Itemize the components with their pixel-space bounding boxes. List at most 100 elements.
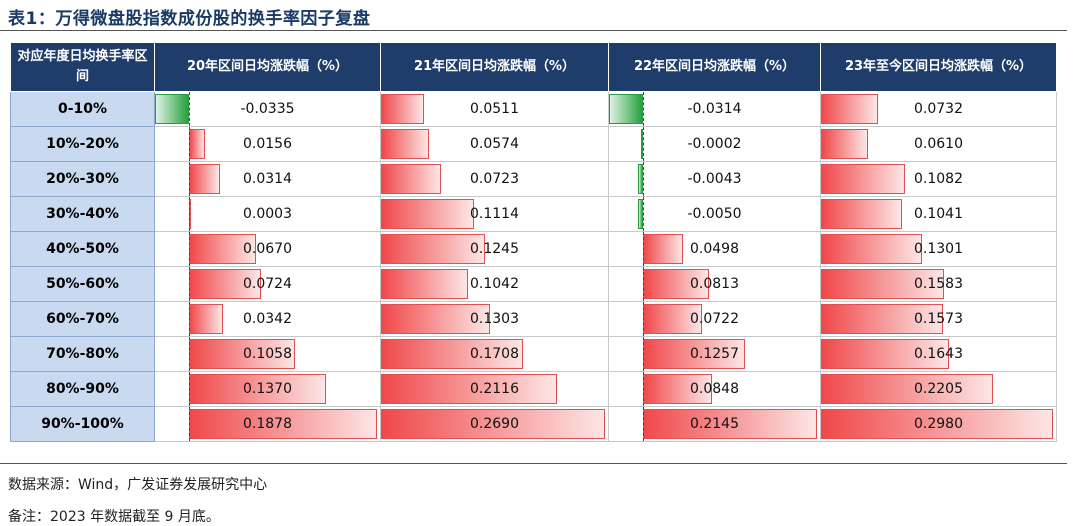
value-label: 0.1708 bbox=[470, 346, 519, 362]
value-cell: 0.0848 bbox=[608, 371, 821, 407]
value-cell: 0.2145 bbox=[608, 406, 821, 442]
zero-axis-line bbox=[643, 372, 644, 406]
value-bar bbox=[189, 269, 262, 299]
value-cell: 0.0670 bbox=[154, 231, 381, 267]
value-bar bbox=[821, 409, 1053, 439]
value-label: 0.0722 bbox=[690, 311, 739, 327]
zero-axis-line bbox=[189, 407, 190, 441]
zero-axis-line bbox=[189, 197, 190, 231]
table-row: 50%-60% 0.0724 0.1042 0.0813 0.1583 bbox=[10, 266, 1057, 302]
zero-axis-line bbox=[643, 407, 644, 441]
value-bar bbox=[381, 164, 442, 194]
value-label: -0.0002 bbox=[687, 136, 742, 152]
value-cell: 0.1573 bbox=[820, 301, 1057, 337]
value-label: 0.0511 bbox=[470, 101, 519, 117]
zero-axis-line bbox=[189, 302, 190, 336]
value-cell: -0.0043 bbox=[608, 161, 821, 197]
value-cell: 0.1708 bbox=[380, 336, 609, 372]
value-bar bbox=[643, 304, 702, 334]
value-cell: 0.2116 bbox=[380, 371, 609, 407]
value-label: 0.1114 bbox=[470, 206, 519, 222]
header-2021-return: 21年区间日均涨跌幅（%） bbox=[380, 42, 609, 92]
value-label: 0.1583 bbox=[914, 276, 963, 292]
zero-axis-line bbox=[643, 162, 644, 196]
table-row: 30%-40% 0.0003 0.1114 -0.0050 0.1041 bbox=[10, 196, 1057, 232]
value-label: 0.0813 bbox=[690, 276, 739, 292]
value-bar bbox=[643, 269, 709, 299]
value-label: 0.1058 bbox=[243, 346, 292, 362]
value-cell: 0.1114 bbox=[380, 196, 609, 232]
value-cell: 0.1301 bbox=[820, 231, 1057, 267]
value-cell: 0.0732 bbox=[820, 91, 1057, 127]
value-bar bbox=[641, 129, 643, 159]
zero-axis-line bbox=[643, 302, 644, 336]
value-label: 0.0003 bbox=[243, 206, 292, 222]
row-label: 90%-100% bbox=[10, 406, 155, 442]
value-label: 0.1303 bbox=[470, 311, 519, 327]
value-label: -0.0314 bbox=[687, 101, 742, 117]
value-cell: 0.2690 bbox=[380, 406, 609, 442]
value-cell: -0.0050 bbox=[608, 196, 821, 232]
value-label: 0.1041 bbox=[914, 206, 963, 222]
value-label: -0.0043 bbox=[687, 171, 742, 187]
value-bar bbox=[381, 339, 524, 369]
source-note: 数据来源：Wind，广发证券发展研究中心 bbox=[8, 477, 268, 493]
zero-axis-line bbox=[189, 372, 190, 406]
value-cell: 0.0342 bbox=[154, 301, 381, 337]
header-2022-return: 22年区间日均涨跌幅（%） bbox=[608, 42, 821, 92]
value-bar bbox=[638, 164, 643, 194]
value-label: 0.0724 bbox=[243, 276, 292, 292]
table-header-row: 对应年度日均换手率区间 20年区间日均涨跌幅（%） 21年区间日均涨跌幅（%） … bbox=[10, 42, 1057, 92]
value-cell: 0.1245 bbox=[380, 231, 609, 267]
value-bar bbox=[381, 409, 605, 439]
zero-axis-line bbox=[189, 337, 190, 371]
value-bar bbox=[381, 94, 424, 124]
value-bar bbox=[821, 94, 878, 124]
value-bar bbox=[381, 234, 485, 264]
value-bar bbox=[637, 199, 643, 229]
value-cell: 0.2980 bbox=[820, 406, 1057, 442]
value-label: 0.0848 bbox=[690, 381, 739, 397]
value-bar bbox=[609, 94, 643, 124]
zero-axis-line bbox=[643, 232, 644, 266]
value-bar bbox=[643, 234, 684, 264]
value-bar bbox=[643, 339, 745, 369]
value-cell: 0.1042 bbox=[380, 266, 609, 302]
value-label: 0.1301 bbox=[914, 241, 963, 257]
value-bar bbox=[821, 129, 869, 159]
zero-axis-line bbox=[643, 337, 644, 371]
value-label: 0.1257 bbox=[690, 346, 739, 362]
value-cell: -0.0314 bbox=[608, 91, 821, 127]
bottom-rule bbox=[0, 463, 1067, 464]
row-label: 10%-20% bbox=[10, 126, 155, 162]
value-cell: 0.1257 bbox=[608, 336, 821, 372]
value-cell: 0.0156 bbox=[154, 126, 381, 162]
zero-axis-line bbox=[189, 267, 190, 301]
row-label: 50%-60% bbox=[10, 266, 155, 302]
value-bar bbox=[821, 304, 944, 334]
value-bar bbox=[821, 374, 993, 404]
row-label: 20%-30% bbox=[10, 161, 155, 197]
table-row: 60%-70% 0.0342 0.1303 0.0722 0.1573 bbox=[10, 301, 1057, 337]
value-cell: 0.0813 bbox=[608, 266, 821, 302]
value-cell: 0.1041 bbox=[820, 196, 1057, 232]
value-cell: 0.0724 bbox=[154, 266, 381, 302]
value-label: 0.1370 bbox=[243, 381, 292, 397]
top-rule bbox=[0, 30, 1067, 31]
value-cell: 0.1643 bbox=[820, 336, 1057, 372]
value-bar bbox=[381, 129, 429, 159]
value-cell: 0.0574 bbox=[380, 126, 609, 162]
value-cell: 0.1370 bbox=[154, 371, 381, 407]
value-label: 0.2980 bbox=[914, 416, 963, 432]
value-bar bbox=[381, 199, 474, 229]
value-label: 0.2690 bbox=[470, 416, 519, 432]
value-label: 0.1878 bbox=[243, 416, 292, 432]
row-label: 0-10% bbox=[10, 91, 155, 127]
value-label: 0.1245 bbox=[470, 241, 519, 257]
value-cell: 0.0610 bbox=[820, 126, 1057, 162]
zero-axis-line bbox=[643, 127, 644, 161]
value-label: 0.0732 bbox=[914, 101, 963, 117]
value-bar bbox=[821, 269, 945, 299]
value-cell: 0.1878 bbox=[154, 406, 381, 442]
table-row: 20%-30% 0.0314 0.0723 -0.0043 0.1082 bbox=[10, 161, 1057, 197]
